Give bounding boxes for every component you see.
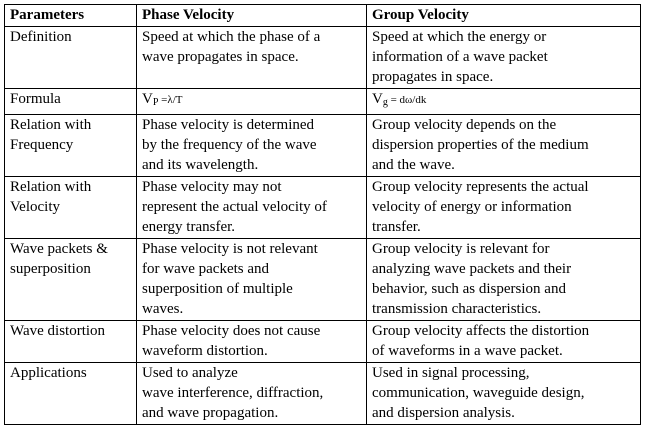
phase-text: Used to analyze xyxy=(142,365,238,381)
group-cell: Group velocity is relevant for analyzing… xyxy=(366,238,641,321)
group-cell: Used in signal processing, communication… xyxy=(366,362,641,425)
header-group-velocity: Group Velocity xyxy=(366,4,641,27)
phase-cell: Used to analyze wave interference, diffr… xyxy=(136,362,367,425)
group-text: Speed at which the energy or xyxy=(372,29,547,45)
phase-text: by the frequency of the wave xyxy=(142,137,317,153)
group-text: Group velocity is relevant for xyxy=(372,241,550,257)
group-text: velocity of energy or information xyxy=(372,199,572,215)
phase-text: wave interference, diffraction, xyxy=(142,385,324,401)
phase-cell: Phase velocity is determined by the freq… xyxy=(136,114,367,177)
parameter-cell: Applications xyxy=(4,362,137,425)
phase-text: represent the actual velocity of xyxy=(142,199,327,215)
group-text: dispersion properties of the medium xyxy=(372,137,589,153)
group-text: propagates in space. xyxy=(372,69,494,85)
group-text: Group velocity affects the distortion xyxy=(372,323,590,339)
comparison-table: Parameters Phase Velocity Group Velocity… xyxy=(4,4,641,425)
formula-subscript: g xyxy=(382,97,388,108)
parameter-cell: Relation with Velocity xyxy=(4,176,137,239)
group-text: and the wave. xyxy=(372,157,455,173)
formula-rhs: =λ/T xyxy=(158,94,183,106)
parameter-text: Definition xyxy=(10,29,72,45)
phase-text: Phase velocity may not xyxy=(142,179,282,195)
group-formula-cell: Vg = dω/dk xyxy=(366,88,641,115)
phase-cell: Phase velocity does not cause waveform d… xyxy=(136,320,367,363)
parameter-cell: Relation with Frequency xyxy=(4,114,137,177)
parameter-text: Frequency xyxy=(10,137,74,153)
parameter-text: Relation with xyxy=(10,179,92,195)
formula-symbol: V xyxy=(372,91,383,107)
group-cell: Group velocity represents the actual vel… xyxy=(366,176,641,239)
header-parameters: Parameters xyxy=(4,4,137,27)
phase-cell: Speed at which the phase of a wave propa… xyxy=(136,26,367,89)
table-row: Formula VP =λ/T Vg = dω/dk xyxy=(4,88,641,115)
group-cell: Group velocity affects the distortion of… xyxy=(366,320,641,363)
table-row: Definition Speed at which the phase of a… xyxy=(4,26,641,89)
formula-symbol: V xyxy=(142,91,153,107)
parameter-cell: Wave distortion xyxy=(4,320,137,363)
phase-cell: Phase velocity is not relevant for wave … xyxy=(136,238,367,321)
table-row: Wave packets & superposition Phase veloc… xyxy=(4,238,641,321)
phase-formula: VP =λ/T xyxy=(142,90,361,114)
phase-formula-cell: VP =λ/T xyxy=(136,88,367,115)
phase-text: and wave propagation. xyxy=(142,405,279,421)
parameter-text: Wave packets & xyxy=(10,241,108,257)
group-text: transfer. xyxy=(372,219,421,235)
parameter-cell: Definition xyxy=(4,26,137,89)
parameter-cell: Wave packets & superposition xyxy=(4,238,137,321)
phase-cell: Phase velocity may not represent the act… xyxy=(136,176,367,239)
table-row: Relation with Velocity Phase velocity ma… xyxy=(4,176,641,239)
group-text: Group velocity depends on the xyxy=(372,117,557,133)
phase-text: wave propagates in space. xyxy=(142,49,299,65)
group-cell: Speed at which the energy or information… xyxy=(366,26,641,89)
parameter-cell: Formula xyxy=(4,88,137,115)
table-row: Relation with Frequency Phase velocity i… xyxy=(4,114,641,177)
table-row: Applications Used to analyze wave interf… xyxy=(4,362,641,425)
parameter-text: Formula xyxy=(10,91,61,107)
table-row: Wave distortion Phase velocity does not … xyxy=(4,320,641,363)
phase-text: Phase velocity does not cause xyxy=(142,323,321,339)
parameter-text: Velocity xyxy=(10,199,60,215)
group-text: Used in signal processing, xyxy=(372,365,530,381)
formula-subscript: P xyxy=(152,97,159,108)
phase-text: Speed at which the phase of a xyxy=(142,29,321,45)
phase-text: waveform distortion. xyxy=(142,343,268,359)
phase-text: and its wavelength. xyxy=(142,157,259,173)
header-phase-velocity: Phase Velocity xyxy=(136,4,367,27)
group-text: behavior, such as dispersion and xyxy=(372,281,566,297)
parameter-text: Relation with xyxy=(10,117,92,133)
header-row: Parameters Phase Velocity Group Velocity xyxy=(4,4,641,27)
phase-text: for wave packets and xyxy=(142,261,270,277)
group-cell: Group velocity depends on the dispersion… xyxy=(366,114,641,177)
group-text: and dispersion analysis. xyxy=(372,405,515,421)
group-formula: Vg = dω/dk xyxy=(372,90,635,114)
group-text: information of a wave packet xyxy=(372,49,548,65)
group-text: Group velocity represents the actual xyxy=(372,179,589,195)
phase-text: Phase velocity is determined xyxy=(142,117,315,133)
parameter-text: superposition xyxy=(10,261,91,277)
group-text: analyzing wave packets and their xyxy=(372,261,572,277)
group-text: of waveforms in a wave packet. xyxy=(372,343,563,359)
group-text: transmission characteristics. xyxy=(372,301,542,317)
parameter-text: Wave distortion xyxy=(10,323,106,339)
phase-text: Phase velocity is not relevant xyxy=(142,241,318,257)
parameter-text: Applications xyxy=(10,365,87,381)
phase-text: waves. xyxy=(142,301,184,317)
group-text: communication, waveguide design, xyxy=(372,385,585,401)
formula-rhs: = dω/dk xyxy=(387,94,427,106)
phase-text: energy transfer. xyxy=(142,219,236,235)
phase-text: superposition of multiple xyxy=(142,281,293,297)
